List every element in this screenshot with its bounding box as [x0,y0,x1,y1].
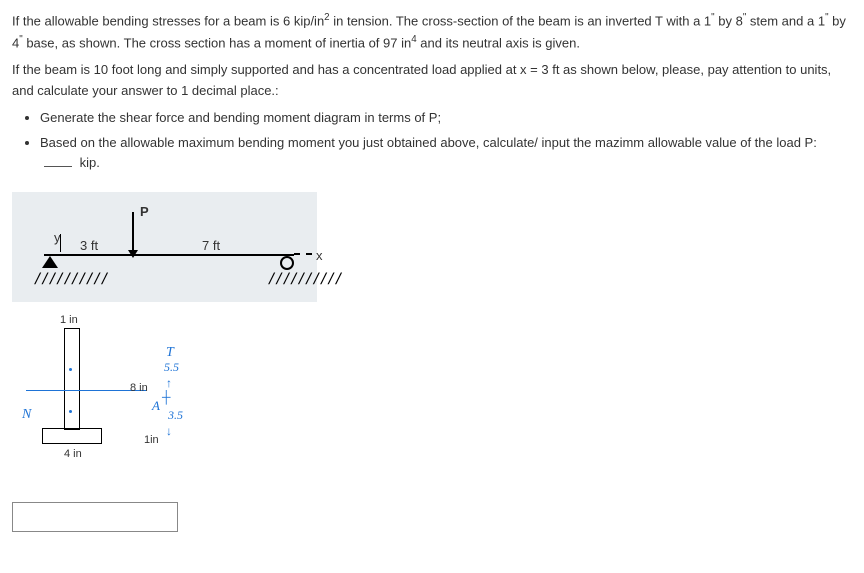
x-axis-dash [294,253,312,255]
arrow-mark: ↓ [166,422,172,441]
pin-support-icon [42,256,58,268]
task-list: Generate the shear force and bending mom… [12,108,852,174]
beam-diagram: P y 3 ft 7 ft ////////// ////////// x [12,192,317,302]
y-axis-tick [60,234,61,252]
stem-shape [64,328,80,430]
force-label-P: P [140,202,149,223]
neutral-axis-label-A: A [152,396,160,417]
text: kip. [76,155,100,170]
axis-label-x: x [316,246,323,267]
task-item-2: Based on the allowable maximum bending m… [40,133,852,175]
text: If the allowable bending stresses for a … [12,13,324,28]
text: by 8 [715,13,743,28]
dim-stem-width: 1 in [60,312,78,330]
text: base, as shown. The cross section has a … [23,35,412,50]
beam-line [44,254,294,256]
text: stem and a 1 [746,13,825,28]
neutral-axis-label-N: N [22,404,31,426]
task-item-1: Generate the shear force and bending mom… [40,108,852,129]
sep-mark: ┼ [162,388,171,407]
text: Based on the allowable maximum bending m… [40,135,817,150]
force-arrow-icon [128,212,138,258]
dim-stem-height: 8 in [130,380,148,398]
text: in tension. The cross-section of the bea… [330,13,712,28]
neutral-axis-line [26,390,146,391]
dim-flange-height: 1in [144,432,159,450]
cross-section-diagram: 1 in 4 in 8 in 1in N A T 5.5 3.5 ↑ ┼ ↓ [26,324,226,464]
answer-blank [44,156,72,167]
ground-hatch-right: ////////// [268,268,342,290]
dim-flange-width: 4 in [64,446,82,464]
flange-shape [42,428,102,444]
text: and its neutral axis is given. [417,35,580,50]
ground-hatch-left: ////////// [34,268,108,290]
problem-paragraph-1: If the allowable bending stresses for a … [12,10,852,54]
answer-input[interactable] [12,502,178,532]
problem-paragraph-2: If the beam is 10 foot long and simply s… [12,60,852,102]
